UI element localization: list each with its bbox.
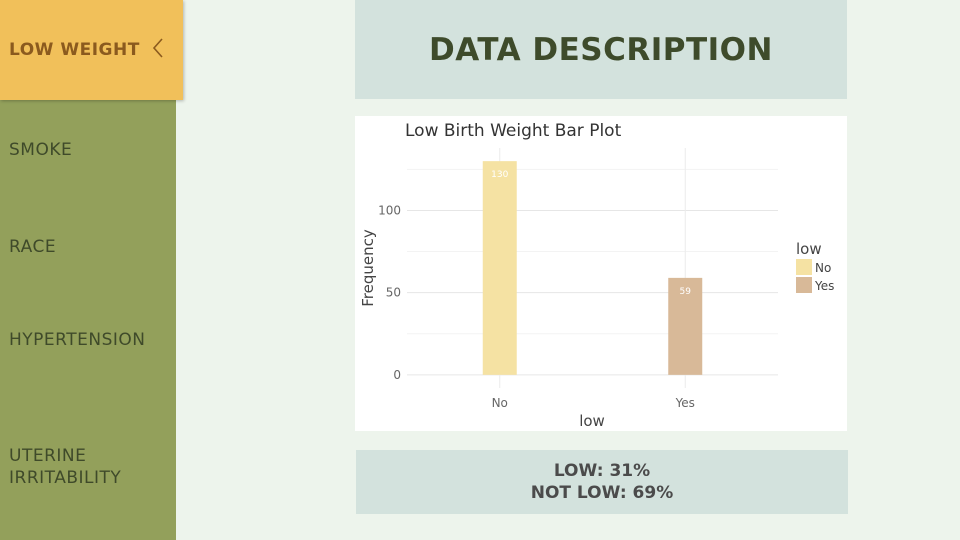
x-tick-label: Yes: [675, 396, 695, 410]
legend-swatch: [796, 259, 812, 275]
y-axis-title: Frequency: [359, 229, 377, 307]
x-axis-title: low: [579, 412, 605, 430]
sidebar-item-label: LOW WEIGHT: [9, 40, 140, 60]
chart-labels: 0 50 100 130 No 59 Yes: [378, 170, 695, 410]
stats-box: LOW: 31% NOT LOW: 69%: [356, 450, 848, 514]
bar-no: [482, 161, 517, 375]
sidebar-item-label: HYPERTENSION: [9, 330, 146, 350]
legend-entry: No: [815, 261, 831, 275]
sidebar-item-label: SMOKE: [9, 140, 73, 160]
sidebar-item-label: UTERINE: [9, 446, 87, 466]
x-tick-label: No: [492, 396, 508, 410]
legend-swatch: [796, 277, 812, 293]
page-title: DATA DESCRIPTION: [429, 31, 773, 68]
chart-legend: low No Yes: [796, 240, 834, 293]
legend-entry: Yes: [814, 279, 834, 293]
y-tick-label: 0: [393, 368, 401, 382]
data-label: 59: [680, 287, 692, 297]
chart-grid: [407, 148, 778, 388]
sidebar-item-low-weight[interactable]: LOW WEIGHT: [0, 0, 183, 100]
sidebar-item-label: RACE: [9, 237, 57, 257]
sidebar-item-hypertension[interactable]: HYPERTENSION: [0, 329, 176, 351]
sidebar-item-uterine-irritability[interactable]: UTERINE IRRITABILITY: [0, 445, 176, 489]
bar-yes: [668, 277, 703, 375]
stat-low: LOW: 31%: [553, 461, 651, 481]
sidebar-item-label: IRRITABILITY: [9, 468, 122, 488]
y-tick-label: 50: [386, 286, 401, 300]
y-tick-label: 100: [378, 203, 401, 217]
stat-not-low: NOT LOW: 69%: [530, 483, 674, 503]
chart-bars: [482, 161, 703, 375]
chevron-left-icon: [152, 36, 164, 66]
sidebar-item-smoke[interactable]: SMOKE: [0, 139, 176, 161]
page-title-box: DATA DESCRIPTION: [355, 0, 847, 99]
sidebar: LOW WEIGHT SMOKE RACE HYPERTENSION UTERI…: [0, 0, 183, 540]
data-label: 130: [491, 170, 508, 180]
bar-chart: 0 50 100 130 No 59 Yes Low Birth Weight Bar Pl…: [359, 121, 834, 430]
legend-title: low: [796, 240, 822, 258]
chart-title: Low Birth Weight Bar Plot: [405, 121, 622, 141]
chart-panel: 0 50 100 130 No 59 Yes Low Birth Weight Bar Pl…: [355, 116, 847, 431]
sidebar-item-race[interactable]: RACE: [0, 236, 176, 258]
